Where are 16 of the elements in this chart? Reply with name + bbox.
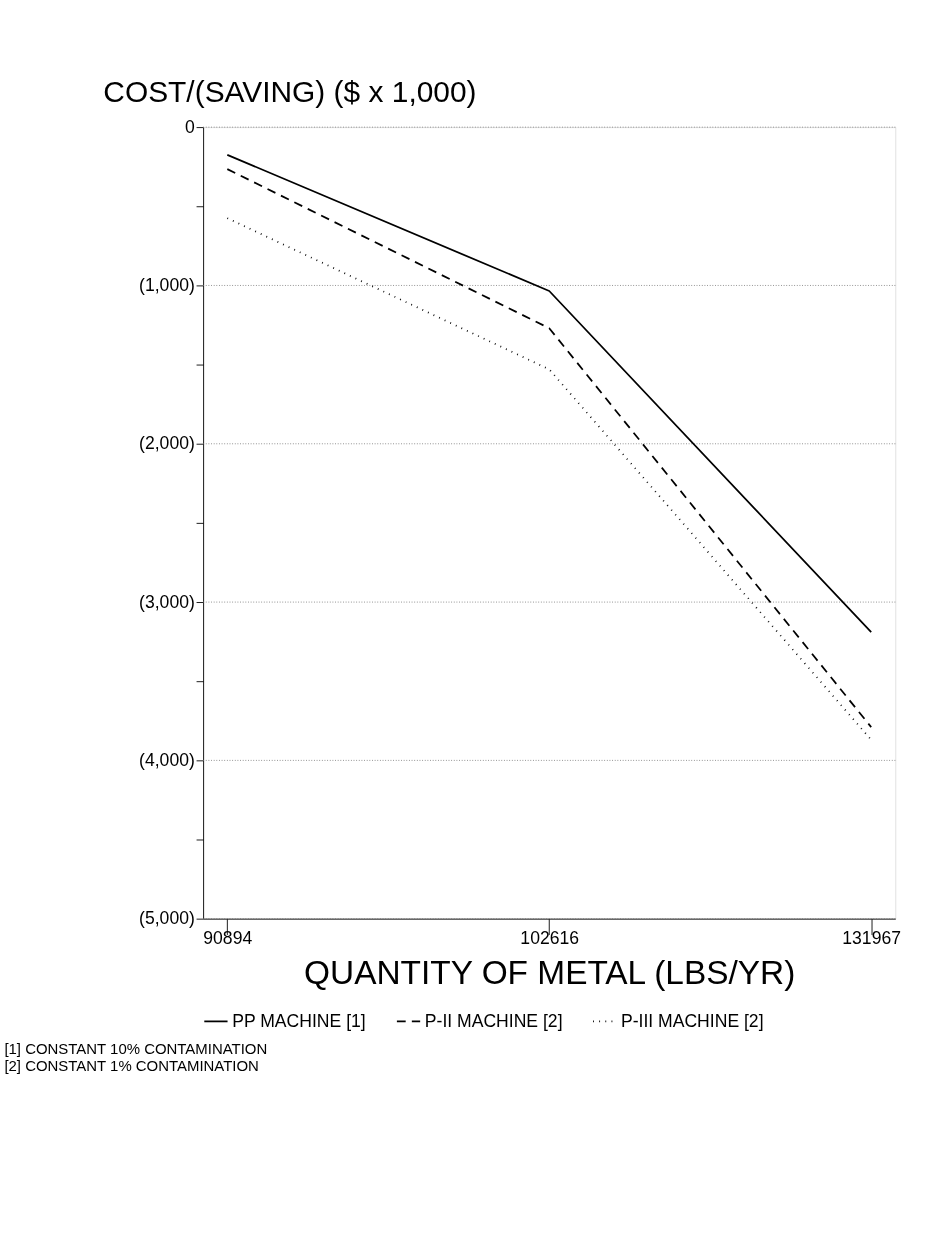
x-tick-label: 102616 (520, 927, 580, 948)
text: [1] CONSTANT 10% CONTAMINATION (4, 1040, 268, 1058)
y-tick-label: (2,000) (139, 433, 195, 454)
x-axis-title: QUANTITY OF METAL (LBS/YR) (304, 954, 796, 992)
x-tick-label: 90894 (203, 927, 253, 948)
legend-label: P-III MACHINE [2] (620, 1010, 764, 1031)
text: [2] CONSTANT 1% CONTAMINATION (4, 1056, 259, 1074)
y-axis-title: COST/(SAVING) ($ x 1,000) (103, 75, 477, 109)
y-tick-label: (3,000) (139, 591, 195, 612)
legend-label: PP MACHINE [1] (232, 1010, 366, 1031)
x-tick-label: 131967 (842, 927, 901, 948)
y-tick-label: 0 (185, 116, 196, 137)
y-tick-label: (1,000) (139, 275, 195, 296)
y-tick-label: (4,000) (139, 750, 195, 771)
y-tick-label: (5,000) (139, 908, 195, 929)
legend-label: P-II MACHINE [2] (424, 1010, 563, 1031)
